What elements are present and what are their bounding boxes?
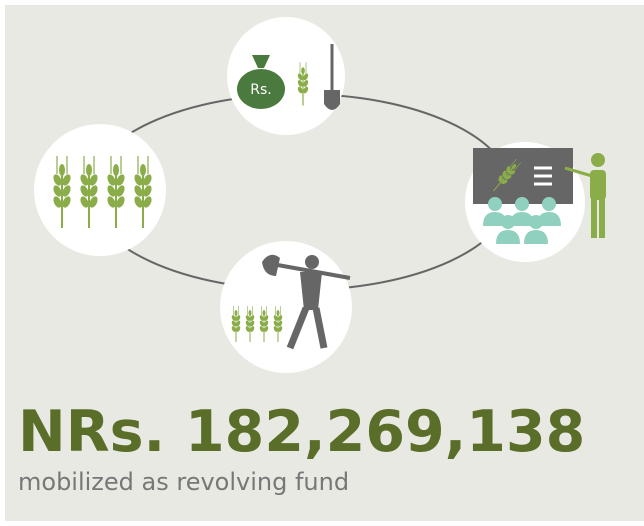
worker: [262, 254, 351, 350]
board-lines: [534, 166, 552, 186]
shovel: [324, 44, 340, 110]
money-bag-label: Rs.: [250, 82, 271, 98]
caption: mobilized as revolving fund: [18, 468, 349, 496]
labour-circle: [220, 241, 352, 373]
blackboard: [473, 148, 573, 204]
money-bag: Rs.: [237, 55, 285, 109]
teacher: [564, 153, 606, 238]
headline: NRs. 182,269,138: [18, 399, 585, 465]
